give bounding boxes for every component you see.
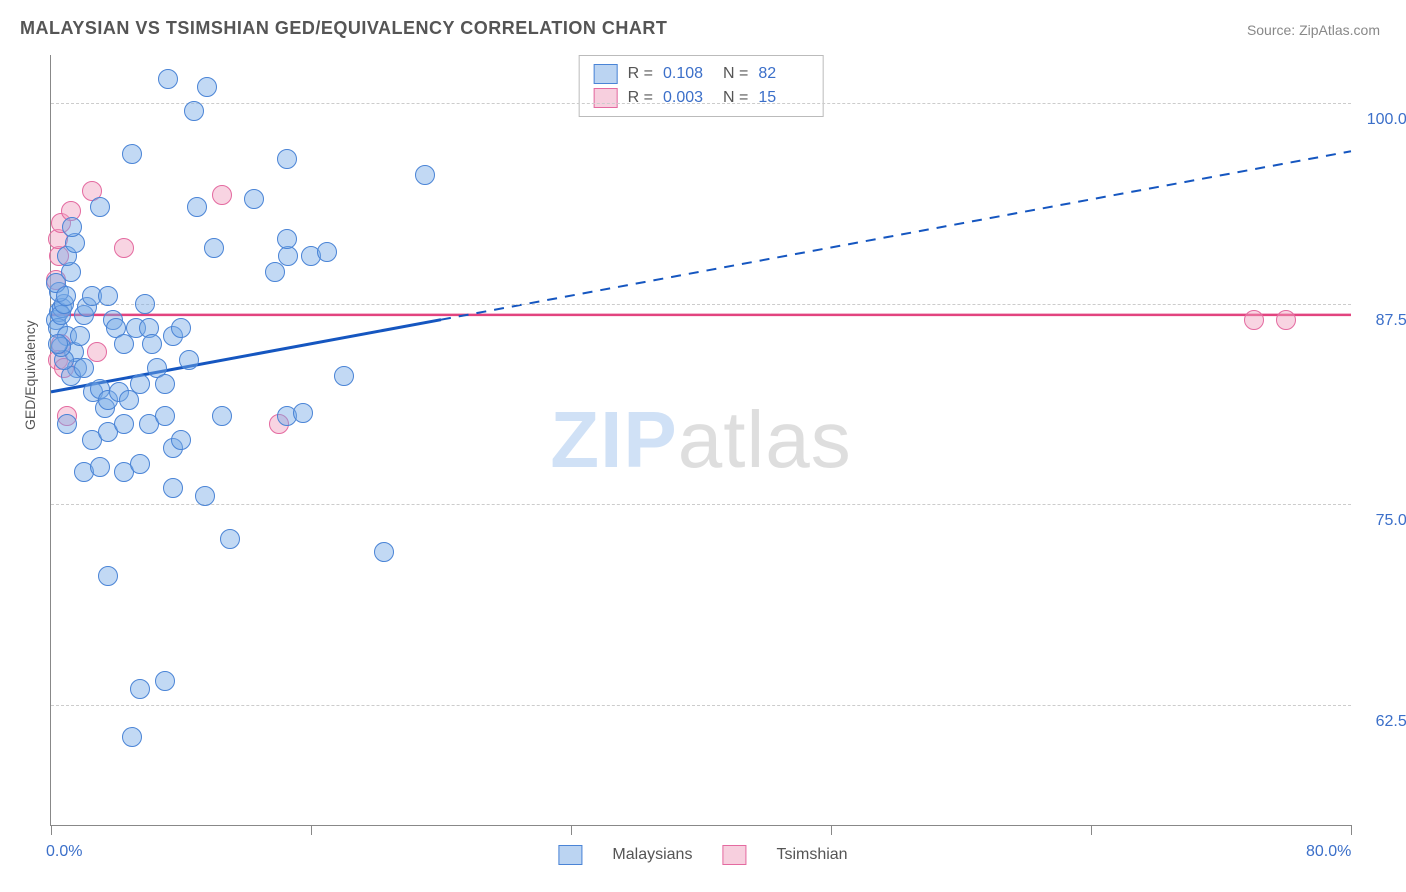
- point-malaysians: [98, 286, 118, 306]
- point-malaysians: [179, 350, 199, 370]
- y-tick-label: 75.0%: [1361, 512, 1406, 530]
- y-axis-label: GED/Equivalency: [22, 320, 38, 430]
- point-tsimshian: [212, 185, 232, 205]
- point-malaysians: [130, 374, 150, 394]
- swatch-pink-icon: [722, 845, 746, 865]
- point-malaysians: [130, 679, 150, 699]
- trend-line: [441, 151, 1351, 319]
- x-tick: [1351, 825, 1352, 835]
- point-tsimshian: [1276, 310, 1296, 330]
- point-tsimshian: [87, 342, 107, 362]
- point-malaysians: [155, 406, 175, 426]
- point-malaysians: [62, 217, 82, 237]
- point-malaysians: [171, 430, 191, 450]
- x-tick-label: 80.0%: [1306, 843, 1351, 861]
- x-tick-label: 0.0%: [46, 843, 82, 861]
- point-malaysians: [374, 542, 394, 562]
- x-tick: [1091, 825, 1092, 835]
- point-malaysians: [293, 403, 313, 423]
- point-malaysians: [187, 197, 207, 217]
- point-malaysians: [56, 286, 76, 306]
- x-tick: [311, 825, 312, 835]
- x-tick: [571, 825, 572, 835]
- source-label: Source: ZipAtlas.com: [1247, 22, 1380, 38]
- point-malaysians: [163, 478, 183, 498]
- gridline: [51, 705, 1351, 706]
- point-malaysians: [204, 238, 224, 258]
- x-tick: [51, 825, 52, 835]
- point-malaysians: [155, 671, 175, 691]
- point-malaysians: [171, 318, 191, 338]
- x-tick: [831, 825, 832, 835]
- point-malaysians: [317, 242, 337, 262]
- y-tick-label: 87.5%: [1361, 312, 1406, 330]
- point-malaysians: [90, 197, 110, 217]
- gridline: [51, 304, 1351, 305]
- gridline: [51, 103, 1351, 104]
- point-malaysians: [90, 457, 110, 477]
- point-malaysians: [334, 366, 354, 386]
- chart-title: MALAYSIAN VS TSIMSHIAN GED/EQUIVALENCY C…: [20, 18, 667, 39]
- point-malaysians: [277, 229, 297, 249]
- point-malaysians: [158, 69, 178, 89]
- point-malaysians: [265, 262, 285, 282]
- point-malaysians: [155, 374, 175, 394]
- point-malaysians: [98, 566, 118, 586]
- point-malaysians: [212, 406, 232, 426]
- point-tsimshian: [1244, 310, 1264, 330]
- point-malaysians: [244, 189, 264, 209]
- gridline: [51, 504, 1351, 505]
- point-malaysians: [130, 454, 150, 474]
- chart-container: MALAYSIAN VS TSIMSHIAN GED/EQUIVALENCY C…: [0, 0, 1406, 892]
- swatch-blue-icon: [558, 845, 582, 865]
- point-malaysians: [57, 414, 77, 434]
- point-malaysians: [122, 727, 142, 747]
- point-malaysians: [70, 326, 90, 346]
- point-tsimshian: [114, 238, 134, 258]
- legend-label-tsimshian: Tsimshian: [776, 846, 847, 864]
- y-tick-label: 100.0%: [1361, 111, 1406, 129]
- point-malaysians: [197, 77, 217, 97]
- point-malaysians: [122, 144, 142, 164]
- point-malaysians: [48, 334, 68, 354]
- legend-bottom: Malaysians Tsimshian: [558, 845, 847, 865]
- y-tick-label: 62.5%: [1361, 713, 1406, 731]
- plot-area: ZIPatlas R = 0.108 N = 82 R = 0.003 N = …: [50, 55, 1351, 826]
- point-malaysians: [415, 165, 435, 185]
- point-malaysians: [277, 149, 297, 169]
- trend-lines: [51, 55, 1351, 825]
- legend-label-malaysians: Malaysians: [612, 846, 692, 864]
- point-malaysians: [114, 414, 134, 434]
- point-malaysians: [74, 358, 94, 378]
- point-malaysians: [195, 486, 215, 506]
- point-malaysians: [220, 529, 240, 549]
- point-malaysians: [142, 334, 162, 354]
- point-malaysians: [184, 101, 204, 121]
- point-malaysians: [135, 294, 155, 314]
